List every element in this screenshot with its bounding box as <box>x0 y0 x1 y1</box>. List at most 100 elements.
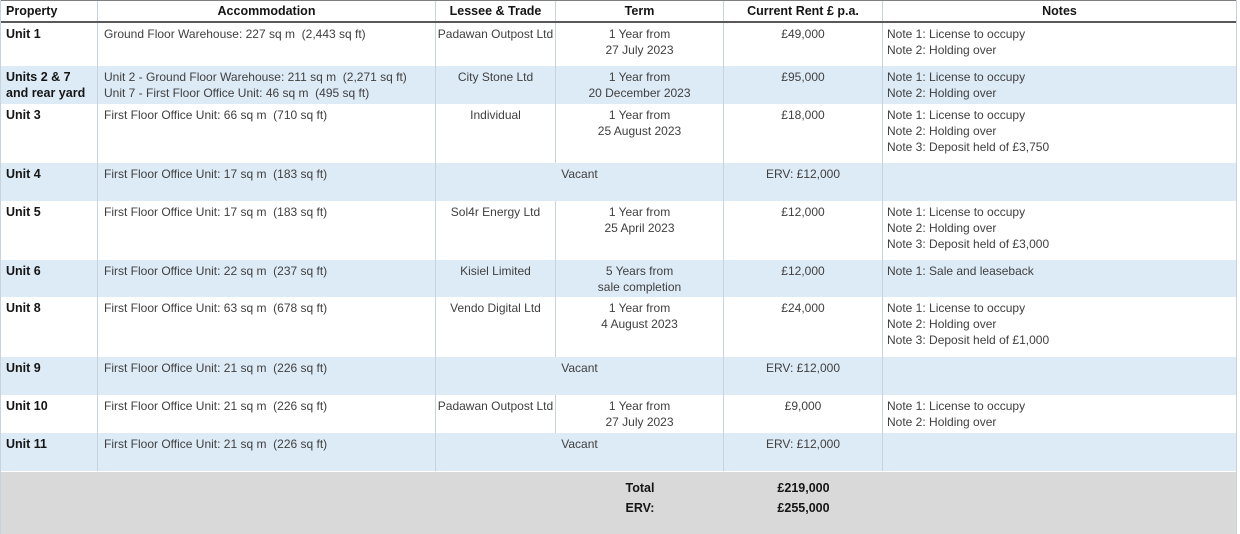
cell-current-rent-line: ERV: £12,000 <box>765 361 841 375</box>
cell-accommodation-line: First Floor Office Unit: 22 sq m (237 sq… <box>104 264 328 278</box>
cell-term-line: 1 Year from <box>608 108 671 122</box>
cell-notes-line: Note 2: Holding over <box>887 86 997 100</box>
cell-lessee-trade-line: Kisiel Limited <box>460 264 531 278</box>
cell-lessee-trade-line: Padawan Outpost Ltd <box>437 399 554 413</box>
cell-term-line: 1 Year from <box>608 301 671 315</box>
cell-property-line: Unit 1 <box>6 27 41 41</box>
cell-accommodation-line: First Floor Office Unit: 17 sq m (183 sq… <box>104 205 328 219</box>
cell-accommodation-line: First Floor Office Unit: 66 sq m (710 sq… <box>104 108 328 122</box>
cell-notes-line: Note 3: Deposit held of £1,000 <box>887 333 1050 347</box>
cell-current-rent-line: ERV: £12,000 <box>765 437 841 451</box>
cell-accommodation: First Floor Office Unit: 63 sq m (678 sq… <box>98 297 436 357</box>
cell-term: 1 Year from 27 July 2023 <box>556 23 724 66</box>
cell-term-line: sale completion <box>597 280 682 294</box>
cell-accommodation: First Floor Office Unit: 21 sq m (226 sq… <box>98 433 436 471</box>
cell-property-line: Unit 5 <box>6 205 41 219</box>
cell-property: Unit 1 <box>1 23 98 66</box>
cell-notes-line: Note 1: Sale and leaseback <box>887 264 1034 278</box>
cell-property-line: Units 2 & 7 <box>6 70 71 84</box>
cell-lessee-trade-line: Sol4r Energy Ltd <box>450 205 541 219</box>
cell-lessee-trade: Sol4r Energy Ltd <box>436 201 556 260</box>
column-header-property: Property <box>1 1 98 21</box>
erv-value: £255,000 <box>777 501 830 515</box>
table-row: Unit 9 First Floor Office Unit: 21 sq m (… <box>1 357 1236 395</box>
cell-term: 1 Year from 20 December 2023 <box>556 66 724 104</box>
cell-property-line: Unit 3 <box>6 108 41 122</box>
cell-lessee-trade: Vendo Digital Ltd <box>436 297 556 357</box>
total-label: Total <box>625 481 655 495</box>
cell-current-rent: £18,000 <box>724 104 883 163</box>
cell-accommodation-line: Ground Floor Warehouse: 227 sq m (2,443 … <box>104 27 366 41</box>
cell-current-rent: £49,000 <box>724 23 883 66</box>
cell-term-line: 25 April 2023 <box>604 221 675 235</box>
cell-current-rent-line: £12,000 <box>781 264 825 278</box>
cell-notes <box>883 163 1236 201</box>
cell-notes-line: Note 1: License to occupy <box>887 205 1026 219</box>
cell-property-line: Unit 11 <box>6 437 47 451</box>
cell-lessee-trade: Kisiel Limited <box>436 260 556 297</box>
cell-property-line: Unit 4 <box>6 167 41 181</box>
cell-current-rent: £95,000 <box>724 66 883 104</box>
cell-property: Units 2 & 7 and rear yard <box>1 66 98 104</box>
cell-notes: Note 1: Sale and leaseback <box>883 260 1236 297</box>
cell-property: Unit 6 <box>1 260 98 297</box>
cell-notes <box>883 357 1236 395</box>
cell-term-line: 27 July 2023 <box>605 43 674 57</box>
cell-current-rent-line: ERV: £12,000 <box>765 167 841 181</box>
cell-notes: Note 1: License to occupy Note 2: Holding… <box>883 104 1236 163</box>
cell-property: Unit 10 <box>1 395 98 433</box>
column-header-lessee-trade: Lessee & Trade <box>436 1 556 21</box>
cell-notes-line: Note 2: Holding over <box>887 43 997 57</box>
cell-property-line: Unit 6 <box>6 264 41 278</box>
cell-lessee-trade: Padawan Outpost Ltd <box>436 395 556 433</box>
cell-current-rent: ERV: £12,000 <box>724 163 883 201</box>
cell-term: 1 Year from 27 July 2023 <box>556 395 724 433</box>
cell-notes-line: Note 2: Holding over <box>887 415 997 429</box>
table-row: Unit 3 First Floor Office Unit: 66 sq m (… <box>1 104 1236 163</box>
table-row: Unit 10 First Floor Office Unit: 21 sq m … <box>1 395 1236 433</box>
cell-accommodation: First Floor Office Unit: 22 sq m (237 sq… <box>98 260 436 297</box>
table-row: Unit 4 First Floor Office Unit: 17 sq m (… <box>1 163 1236 201</box>
cell-current-rent: £9,000 <box>724 395 883 433</box>
cell-current-rent-line: £18,000 <box>781 108 825 122</box>
cell-notes-line: Note 1: License to occupy <box>887 108 1026 122</box>
table-row: Unit 11 First Floor Office Unit: 21 sq m … <box>1 433 1236 471</box>
cell-lessee-trade-line: Vendo Digital Ltd <box>450 301 541 315</box>
cell-notes: Note 1: License to occupy Note 2: Holding… <box>883 23 1236 66</box>
cell-notes-line: Note 2: Holding over <box>887 124 997 138</box>
cell-vacant-line: Vacant <box>561 437 598 451</box>
cell-property: Unit 8 <box>1 297 98 357</box>
cell-notes-line: Note 3: Deposit held of £3,750 <box>887 140 1050 154</box>
table-footer: Total ERV: £219,000 £255,000 <box>1 471 1236 534</box>
cell-accommodation: First Floor Office Unit: 21 sq m (226 sq… <box>98 357 436 395</box>
cell-notes: Note 1: License to occupy Note 2: Holding… <box>883 66 1236 104</box>
cell-term: 1 Year from 25 April 2023 <box>556 201 724 260</box>
cell-term: 1 Year from 25 August 2023 <box>556 104 724 163</box>
cell-current-rent-line: £12,000 <box>781 205 825 219</box>
cell-term: 5 Years from sale completion <box>556 260 724 297</box>
cell-lessee-trade-line: Padawan Outpost Ltd <box>437 27 554 41</box>
cell-term-line: 5 Years from <box>605 264 674 278</box>
cell-accommodation-line: Unit 7 - First Floor Office Unit: 46 sq … <box>104 86 370 100</box>
cell-vacant: Vacant <box>436 433 724 471</box>
cell-current-rent: £12,000 <box>724 260 883 297</box>
cell-property: Unit 4 <box>1 163 98 201</box>
cell-term-line: 1 Year from <box>608 205 671 219</box>
cell-term-line: 1 Year from <box>608 70 671 84</box>
cell-notes: Note 1: License to occupy Note 2: Holding… <box>883 297 1236 357</box>
cell-accommodation: First Floor Office Unit: 66 sq m (710 sq… <box>98 104 436 163</box>
cell-lessee-trade: Individual <box>436 104 556 163</box>
cell-term: 1 Year from 4 August 2023 <box>556 297 724 357</box>
column-header-current-rent: Current Rent £ p.a. <box>724 1 883 21</box>
cell-property-line: and rear yard <box>6 86 86 100</box>
cell-notes-line: Note 1: License to occupy <box>887 27 1026 41</box>
cell-term-line: 20 December 2023 <box>588 86 691 100</box>
table-row: Unit 1 Ground Floor Warehouse: 227 sq m (… <box>1 23 1236 66</box>
cell-notes-line: Note 3: Deposit held of £3,000 <box>887 237 1050 251</box>
cell-term-line: 27 July 2023 <box>605 415 674 429</box>
cell-vacant-line: Vacant <box>561 167 598 181</box>
table-row: Units 2 & 7 and rear yard Unit 2 - Ground … <box>1 66 1236 104</box>
cell-property: Unit 3 <box>1 104 98 163</box>
cell-term-line: 25 August 2023 <box>597 124 682 138</box>
